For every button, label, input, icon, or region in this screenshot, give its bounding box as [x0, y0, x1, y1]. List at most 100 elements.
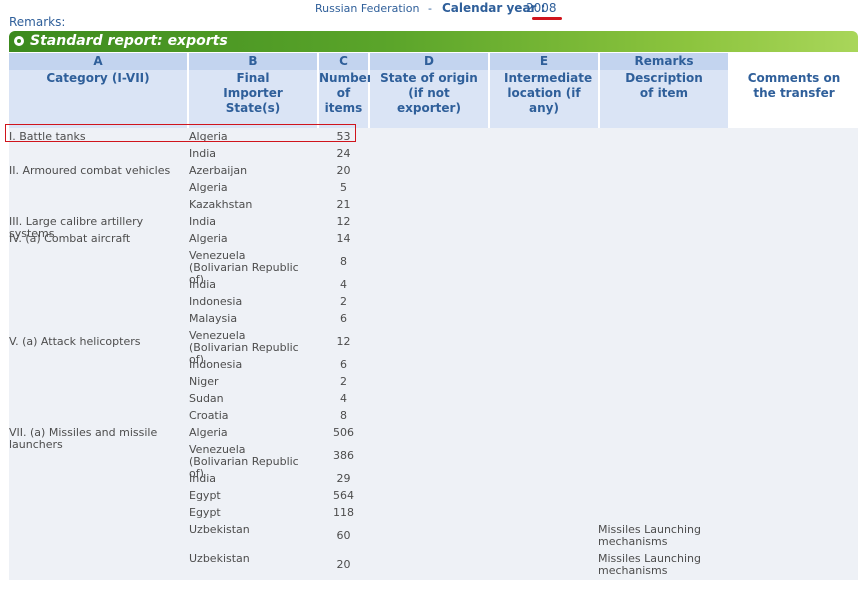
calendar-year-label: Calendar year : — [442, 1, 546, 15]
table-row: Algeria 5 — [0, 179, 868, 196]
importer-cell: Algeria — [189, 426, 228, 439]
column-header-b: B Final Importer State(s) — [189, 53, 317, 128]
importer-cell: Algeria — [189, 181, 228, 194]
items-cell: 8 — [340, 409, 347, 422]
items-cell: 12 — [336, 335, 351, 348]
report-header-line: Russian Federation - Calendar year : 200… — [0, 1, 868, 17]
calendar-year-value: 2008 — [526, 1, 557, 15]
importer-cell: India — [189, 278, 216, 291]
items-cell: 386 — [333, 449, 354, 462]
report-title: Standard report: exports — [30, 33, 228, 49]
table-row: Uzbekistan 60 Missiles Launching mechanism… — [0, 521, 868, 550]
items-cell: 14 — [336, 232, 351, 245]
importer-cell: Sudan — [189, 392, 224, 405]
importer-cell: Venezuela (Bolivarian Republic of) — [189, 329, 299, 366]
table-row: Croatia 8 — [0, 407, 868, 424]
category-cell: IV. (a) Combat aircraft — [9, 232, 131, 245]
table-row: Kazakhstan 21 — [0, 196, 868, 213]
highlight-annotation-box — [5, 124, 356, 142]
description-cell: Missiles Launching mechanisms — [598, 552, 701, 577]
year-underline-annotation — [532, 17, 562, 20]
importer-cell: India — [189, 147, 216, 160]
items-cell: 4 — [340, 278, 347, 291]
table-row: Uzbekistan 20 Missiles Launching mechanism… — [0, 550, 868, 579]
column-letter: B — [189, 53, 317, 70]
category-cell: III. Large calibre artillery systems — [9, 215, 144, 240]
items-cell: 20 — [336, 558, 351, 571]
column-title: Comments on the transfer — [747, 71, 841, 100]
importer-cell: India — [189, 472, 216, 485]
column-letter: E — [490, 53, 598, 70]
category-cell: II. Armoured combat vehicles — [9, 164, 171, 177]
items-cell: 12 — [336, 215, 351, 228]
report-banner: Standard report: exports — [9, 31, 858, 52]
items-cell: 506 — [333, 426, 354, 439]
importer-cell: Niger — [189, 375, 219, 388]
bullet-icon — [14, 36, 24, 46]
items-cell: 118 — [333, 506, 354, 519]
table-row: IV. (a) Combat aircraft Algeria 14 — [0, 230, 868, 247]
table-row: III. Large calibre artillery systems Indi… — [0, 213, 868, 240]
column-letter: A — [9, 53, 187, 70]
column-letter: C — [319, 53, 368, 70]
remarks-label: Remarks: — [9, 15, 66, 29]
category-cell: I. Battle tanks — [9, 130, 86, 143]
table-row: VII. (a) Missiles and missile launchers A… — [0, 424, 868, 451]
items-cell: 4 — [340, 392, 347, 405]
table-row: Indonesia 6 — [0, 356, 868, 373]
category-cell: VII. (a) Missiles and missile launchers — [9, 426, 158, 451]
table-row: Niger 2 — [0, 373, 868, 390]
items-cell: 2 — [340, 375, 347, 388]
table-row: Egypt 118 — [0, 504, 868, 521]
importer-cell: Venezuela (Bolivarian Republic of) — [189, 443, 299, 480]
importer-cell: Kazakhstan — [189, 198, 253, 211]
importer-cell: Azerbaijan — [189, 164, 248, 177]
column-title: Intermediate location (if any) — [504, 71, 593, 115]
table-row: V. (a) Attack helicopters Venezuela (Boli… — [0, 327, 868, 366]
table-row: I. Battle tanks Algeria 53 — [0, 128, 868, 145]
column-header-a: A Category (I-VII) — [9, 53, 187, 128]
items-cell: 5 — [340, 181, 347, 194]
country-name: Russian Federation — [315, 2, 420, 15]
importer-cell: India — [189, 215, 216, 228]
items-cell: 53 — [336, 130, 351, 143]
importer-cell: Uzbekistan — [189, 552, 250, 565]
table-row: Egypt 564 — [0, 487, 868, 504]
column-letter: Remarks — [600, 53, 728, 70]
column-header-remarks: Remarks Description of item — [600, 53, 728, 128]
header-separator: - — [428, 2, 432, 15]
column-title: State of origin (if not exporter) — [380, 71, 478, 115]
importer-cell: Egypt — [189, 506, 221, 519]
column-letter — [730, 53, 858, 70]
table-row: India 24 — [0, 145, 868, 162]
column-title: Number of items — [319, 71, 373, 115]
table-row: Sudan 4 — [0, 390, 868, 407]
importer-cell: Malaysia — [189, 312, 238, 325]
items-cell: 2 — [340, 295, 347, 308]
column-a-background — [9, 128, 187, 580]
items-cell: 29 — [336, 472, 351, 485]
table-row: India 4 — [0, 276, 868, 293]
items-cell: 564 — [333, 489, 354, 502]
importer-cell: Indonesia — [189, 358, 243, 371]
items-cell: 6 — [340, 358, 347, 371]
importer-cell: Egypt — [189, 489, 221, 502]
table-row: Malaysia 6 — [0, 310, 868, 327]
items-cell: 8 — [340, 255, 347, 268]
body-background — [187, 128, 858, 580]
importer-cell: Algeria — [189, 130, 228, 143]
importer-cell: Venezuela (Bolivarian Republic of) — [189, 249, 299, 286]
column-title: Category (I-VII) — [46, 71, 150, 85]
items-cell: 6 — [340, 312, 347, 325]
table-row: II. Armoured combat vehicles Azerbaijan 20 — [0, 162, 868, 179]
column-letter: D — [370, 53, 488, 70]
column-header-c: C Number of items — [319, 53, 373, 128]
table-row: Venezuela (Bolivarian Republic of) 386 — [0, 441, 868, 480]
importer-cell: Croatia — [189, 409, 229, 422]
column-title: Final Importer State(s) — [223, 71, 283, 115]
column-header-comments: Comments on the transfer — [730, 53, 858, 128]
table-row: Venezuela (Bolivarian Republic of) 8 — [0, 247, 868, 286]
description-cell: Missiles Launching mechanisms — [598, 523, 701, 548]
items-cell: 21 — [336, 198, 351, 211]
importer-cell: Uzbekistan — [189, 523, 250, 536]
